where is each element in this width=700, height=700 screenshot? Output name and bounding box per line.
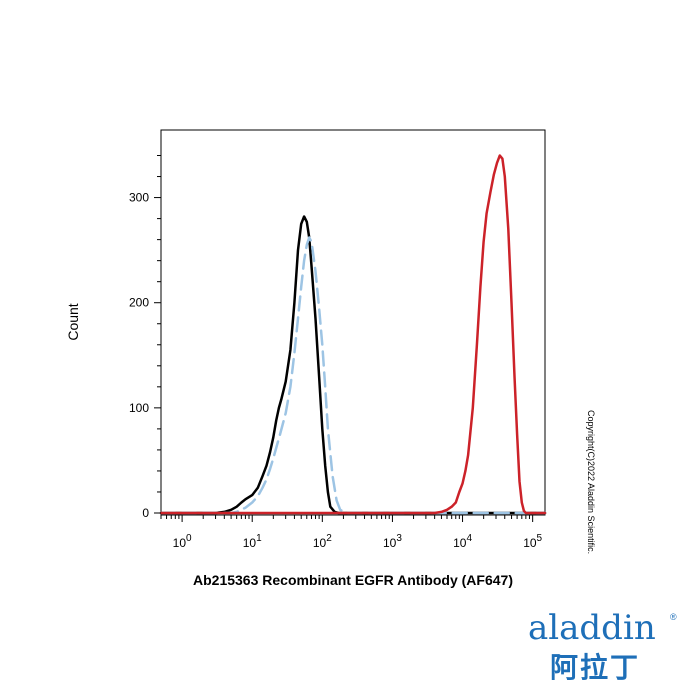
- series-line-2: [159, 236, 547, 515]
- copyright-notice: Copyright(C)2022 Aladdin Scientific.: [586, 410, 596, 555]
- x-axis: 100 101 102 103 104 105: [160, 515, 543, 550]
- x-tick-exponent: 2: [326, 533, 332, 544]
- y-tick-label: 0: [142, 506, 149, 520]
- series-line-1: [159, 215, 547, 515]
- x-tick-base: 10: [523, 536, 537, 550]
- x-tick-label: 105: [523, 533, 542, 550]
- y-tick-label: 100: [129, 401, 149, 415]
- y-tick-label: 200: [129, 296, 149, 310]
- x-tick-base: 10: [383, 536, 397, 550]
- plot-frame: [160, 129, 546, 516]
- x-tick-exponent: 4: [466, 533, 472, 544]
- x-tick-base: 10: [243, 536, 257, 550]
- x-tick-label: 103: [383, 533, 402, 550]
- x-axis-title: Ab215363 Recombinant EGFR Antibody (AF64…: [193, 572, 513, 588]
- x-tick-label: 101: [243, 533, 262, 550]
- x-tick-exponent: 3: [396, 533, 402, 544]
- x-tick-exponent: 5: [537, 533, 543, 544]
- curves-layer: [159, 154, 547, 515]
- x-tick-base: 10: [453, 536, 467, 550]
- x-tick-base: 10: [173, 536, 187, 550]
- aladdin-logo: aladdin ® 阿拉丁: [528, 608, 678, 688]
- y-axis: 0 100 200 300: [129, 155, 161, 520]
- x-tick-label: 104: [453, 533, 472, 550]
- series-line-3: [159, 154, 547, 515]
- logo-wordmark: aladdin: [528, 608, 656, 648]
- y-axis-title: Count: [65, 303, 81, 340]
- y-tick-label: 300: [129, 191, 149, 205]
- x-tick-exponent: 0: [186, 533, 192, 544]
- logo-registered-mark: ®: [670, 612, 677, 622]
- x-tick-base: 10: [313, 536, 327, 550]
- logo-chinese-wordmark: 阿拉丁: [550, 651, 641, 684]
- x-tick-exponent: 1: [256, 533, 262, 544]
- x-tick-label: 102: [313, 533, 332, 550]
- x-tick-label: 100: [173, 533, 192, 550]
